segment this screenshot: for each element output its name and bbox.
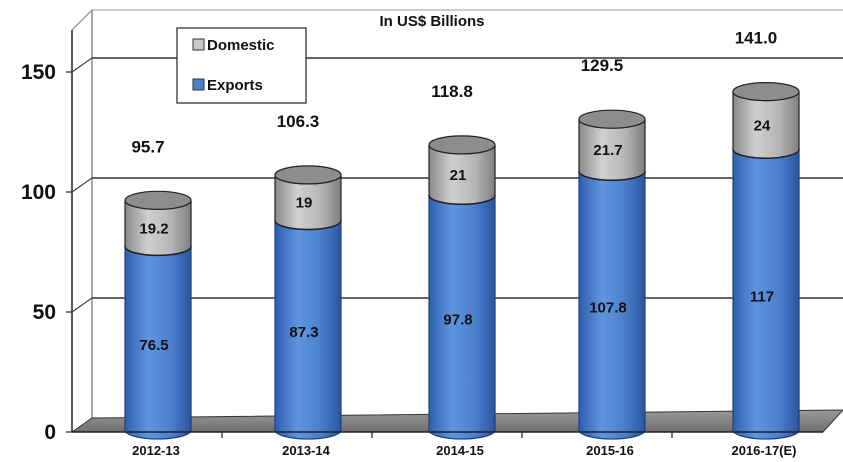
bar-top-cap	[428, 135, 496, 155]
total-label: 141.0	[735, 29, 778, 48]
legend: Domestic Exports	[176, 27, 307, 104]
x-tick-label: 2016-17(E)	[731, 443, 796, 458]
legend-swatch-exports	[192, 78, 205, 91]
legend-label-exports: Exports	[207, 77, 263, 94]
y-tick-label: 0	[44, 421, 56, 444]
y-axis-ticks: 0 50 100 150	[21, 61, 72, 444]
bar-top-cap	[124, 190, 192, 210]
x-tick-label: 2014-15	[436, 443, 484, 458]
data-label-exports: 117	[750, 289, 774, 306]
x-tick-label: 2015-16	[586, 443, 634, 458]
total-label: 118.8	[431, 82, 473, 101]
bar-group-2015-16: 107.8 21.7 129.5	[578, 56, 646, 440]
data-label-exports: 107.8	[589, 300, 627, 317]
legend-label-domestic: Domestic	[207, 37, 275, 54]
data-label-exports: 87.3	[289, 324, 318, 341]
chart-subtitle: In US$ Billions	[379, 13, 484, 30]
x-tick-label: 2012-13	[132, 443, 180, 458]
data-label-domestic: 19.2	[139, 220, 168, 237]
bar-group-2014-15: 97.8 21 118.8	[428, 82, 496, 440]
total-label: 95.7	[131, 137, 164, 156]
data-label-domestic: 19	[296, 195, 313, 212]
bar-seam	[274, 220, 342, 231]
data-label-exports: 76.5	[139, 337, 168, 354]
bar-top-cap	[274, 165, 342, 185]
y-tick-label: 50	[33, 301, 56, 324]
bar-group-2013-14: 87.3 19 106.3	[274, 112, 342, 440]
data-label-domestic: 21	[450, 167, 467, 184]
bar-group-2016-17(E): 117 24 141.0	[732, 29, 800, 440]
y-tick-label: 100	[21, 181, 56, 204]
total-label: 129.5	[581, 56, 624, 75]
data-label-domestic: 21.7	[593, 142, 622, 159]
x-axis-ticks: 2012-13 2013-14 2014-15 2015-16 2016-17(E)	[72, 431, 823, 458]
bar-seam	[124, 246, 192, 257]
bar-group-2012-13: 76.5 19.2 95.7	[124, 137, 192, 440]
y-tick-label: 150	[21, 61, 56, 84]
gridline-diag	[71, 177, 93, 193]
data-label-exports: 97.8	[443, 312, 472, 329]
bar-top-cap	[578, 109, 646, 129]
total-label: 106.3	[277, 112, 320, 131]
legend-swatch-domestic	[192, 38, 205, 51]
bar-top-cap	[732, 81, 800, 102]
bar-seam	[428, 195, 496, 206]
gridline-diag	[71, 297, 93, 313]
x-tick-label: 2013-14	[282, 443, 330, 458]
data-label-domestic: 24	[754, 117, 771, 134]
gridline-diag	[71, 57, 93, 73]
bar-seam	[732, 149, 800, 159]
bar-seam	[578, 171, 646, 182]
bars: 76.5 19.2 95.7 87.3 19 106.3 97.8 21 118.8 107.8 2…	[124, 29, 800, 440]
